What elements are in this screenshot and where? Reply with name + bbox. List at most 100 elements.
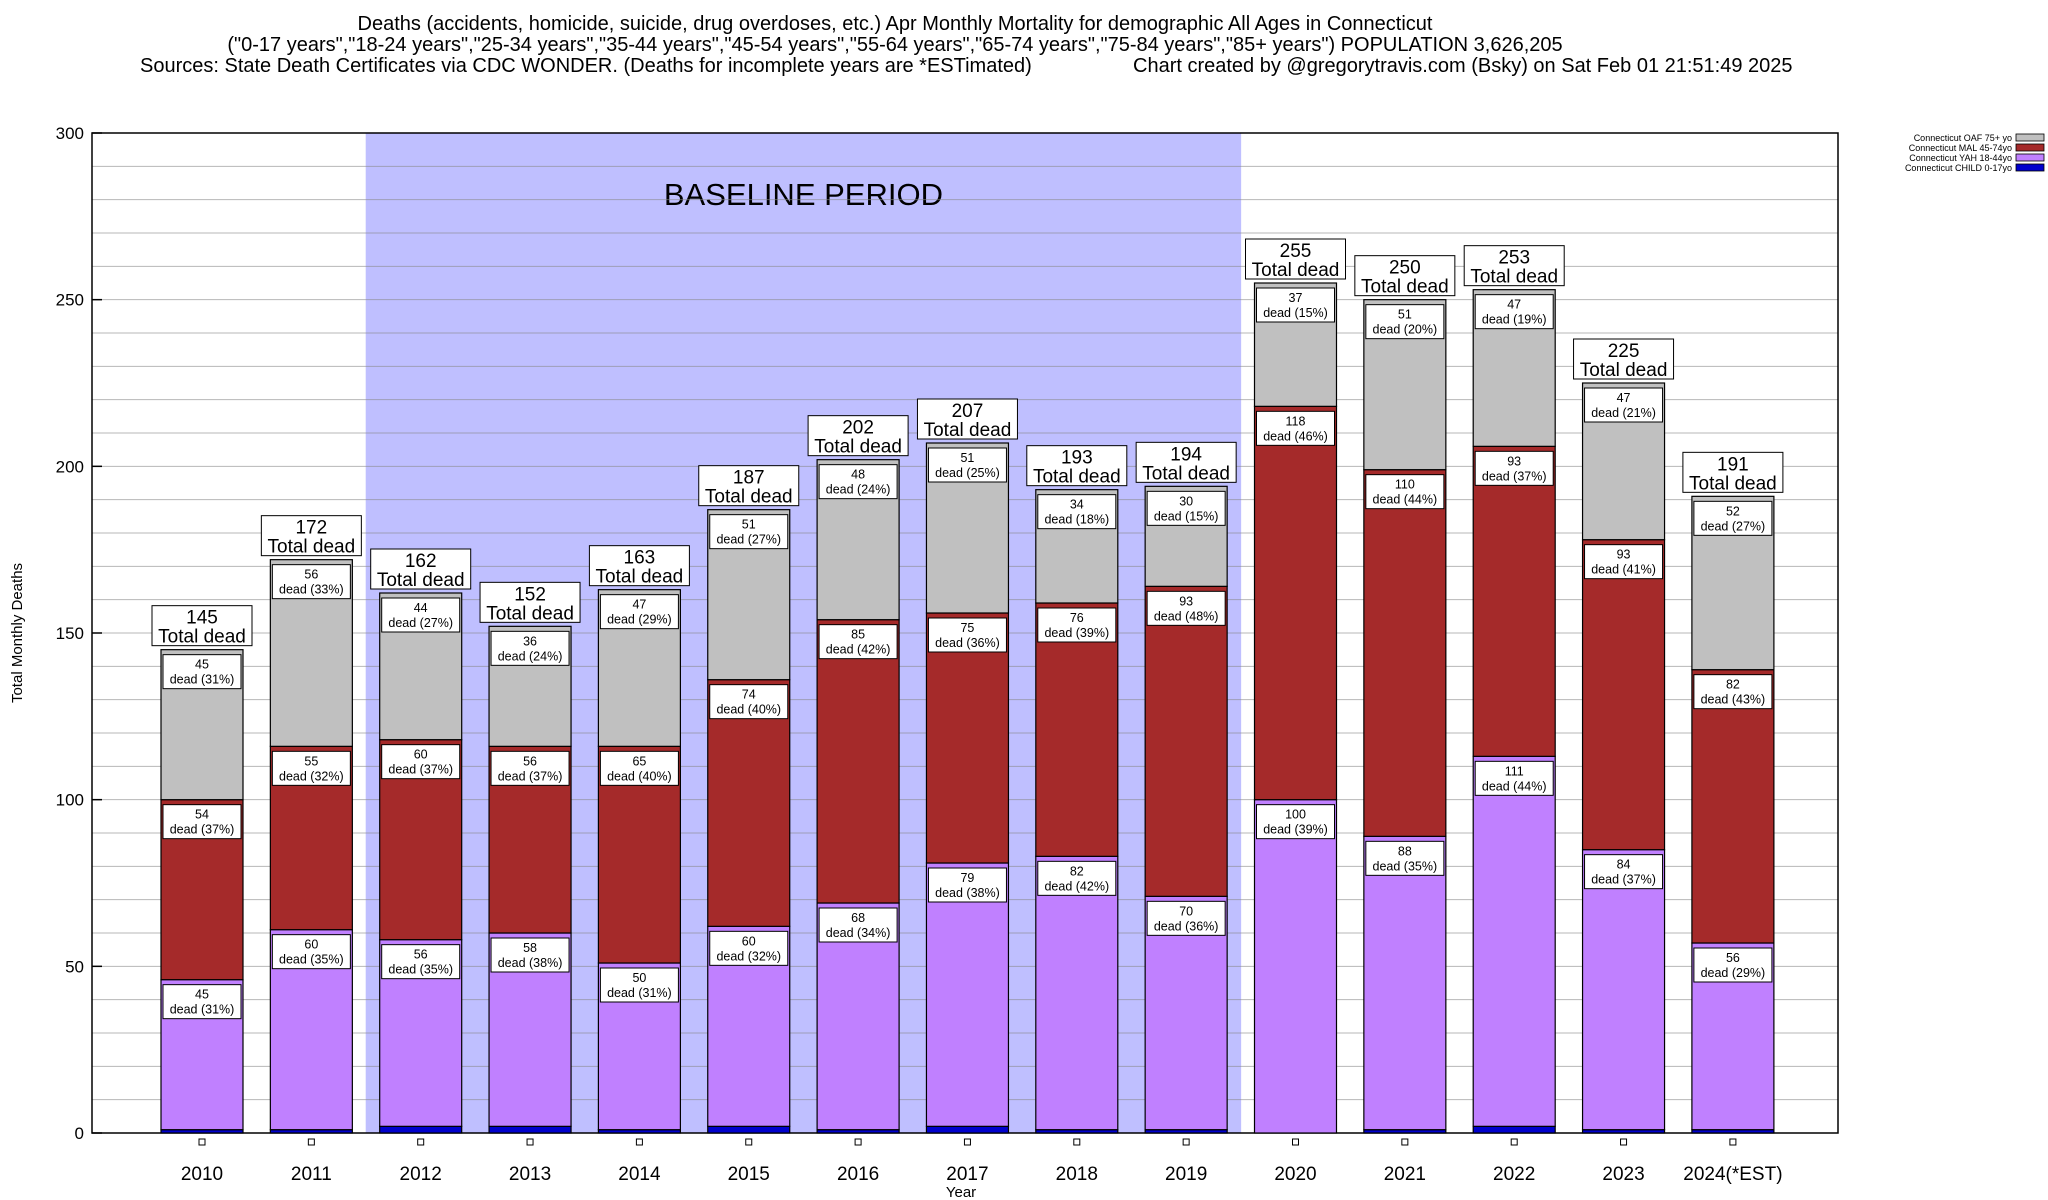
segment-label-box [381,944,461,980]
segment-label-box [927,447,1007,483]
category-marker [1073,1138,1081,1146]
segment-label-box [162,984,242,1020]
category-marker [635,1138,643,1146]
bar-segment [1581,539,1666,851]
segment-label-text: 60 [742,934,756,948]
total-label-box [1463,245,1565,287]
segment-label-box [1365,304,1445,340]
bar-segment [816,619,900,904]
bar-segment [488,1125,572,1134]
segment-label-text: 93 [1617,548,1631,562]
bar-segment [1581,849,1666,1131]
legend-swatch [2015,143,2045,152]
total-label-box [1354,255,1456,297]
segment-label-box [927,867,1007,903]
total-label-box [588,545,690,587]
segment-label-text: 47 [1507,298,1521,312]
segment-label-text: dead (31%) [170,1003,235,1017]
segment-label-text: dead (40%) [607,769,672,783]
bar-segment [707,1125,791,1134]
total-label-box [370,548,472,590]
bar-segment [1691,669,1775,944]
segment-label-text: dead (40%) [716,703,781,717]
x-tick-label: 2016 [837,1164,879,1185]
segment-label-box [1474,450,1554,486]
total-value: 194 [1170,444,1202,465]
segment-label-text: dead (18%) [1044,513,1109,527]
segment-label-box [162,804,242,840]
segment-label-box [162,654,242,690]
segment-label-text: dead (33%) [279,583,344,597]
segment-label-text: dead (44%) [1482,779,1547,793]
total-value: 162 [405,551,437,572]
bar-segment [1035,855,1119,1131]
y-axis-label: Total Monthly Deaths [9,563,26,703]
total-value: 225 [1608,341,1640,362]
bar-segment [707,679,791,927]
bar-segment [1253,799,1338,1134]
legend-swatch [2015,133,2045,142]
segment-label-text: dead (35%) [279,953,344,967]
category-marker [307,1138,315,1146]
bar-segment [1144,585,1228,897]
bar-segment [1472,755,1556,1127]
segment-label-text: 30 [1179,494,1193,508]
segment-label-box [1693,674,1773,710]
total-suffix: Total dead [1252,260,1340,281]
segment-label-text: dead (24%) [498,649,563,663]
total-value: 145 [186,608,218,629]
segment-label-box [1146,900,1226,936]
segment-label-box [599,750,679,786]
total-suffix: Total dead [158,627,246,648]
bar-segment [1035,602,1119,857]
chart-source: Sources: State Death Certificates via CD… [140,55,1032,77]
total-value: 152 [514,584,546,605]
total-label-box [1245,238,1346,280]
segment-label-text: dead (42%) [1044,879,1109,893]
segment-label-text: 52 [1726,504,1740,518]
segment-label-text: dead (19%) [1482,313,1547,327]
segment-label-text: dead (41%) [1591,563,1656,577]
segment-label-box [818,907,898,943]
segment-label-text: dead (24%) [826,483,891,497]
bar-segment [925,612,1010,864]
segment-label-box [1256,287,1335,323]
segment-label-text: dead (37%) [170,823,235,837]
y-tick-label: 250 [56,291,84,310]
segment-label-text: dead (15%) [1263,306,1328,320]
segment-label-text: dead (39%) [1263,823,1328,837]
segment-label-text: dead (44%) [1373,493,1438,507]
segment-label-box [1474,760,1554,796]
segment-label-text: 100 [1285,808,1306,822]
category-marker [1620,1138,1628,1146]
segment-label-text: dead (43%) [1701,693,1766,707]
category-marker [1729,1138,1737,1146]
y-tick-label: 150 [56,624,84,643]
segment-label-text: 51 [742,518,756,532]
segment-label-box [381,597,461,633]
y-tick-label: 300 [56,124,84,143]
total-label-box [698,465,800,507]
total-value: 172 [295,518,327,539]
segment-label-text: 74 [742,688,756,702]
category-marker [1510,1138,1518,1146]
